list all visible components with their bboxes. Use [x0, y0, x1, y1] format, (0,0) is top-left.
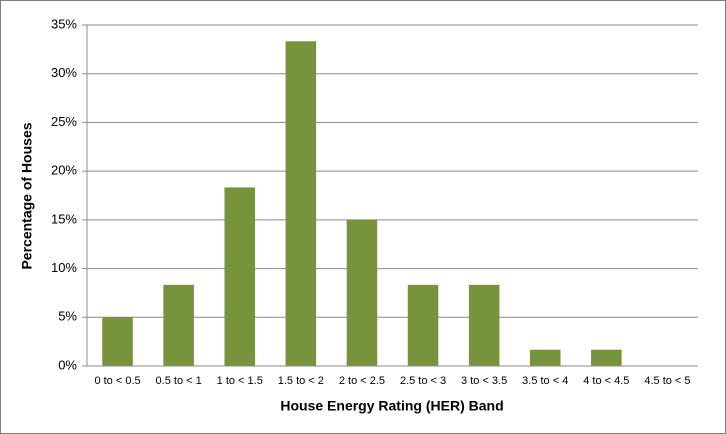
y-tick-label: 35%: [51, 16, 77, 31]
y-tick-label: 5%: [58, 309, 77, 324]
bar: [285, 41, 317, 367]
x-tick-label: 0 to < 0.5: [94, 375, 140, 387]
bar: [529, 349, 561, 366]
bar: [591, 349, 622, 366]
y-tick-label: 20%: [51, 163, 77, 178]
x-tick-label: 4 to < 4.5: [583, 375, 629, 387]
x-axis-title: House Energy Rating (HER) Band: [280, 398, 503, 414]
x-tick-label: 4.5 to < 5: [644, 375, 690, 387]
y-tick-label: 10%: [51, 260, 77, 275]
x-tick-label: 0.5 to < 1: [156, 375, 202, 387]
bar: [224, 187, 256, 366]
x-tick-label: 2 to < 2.5: [339, 375, 385, 387]
x-tick-label: 3 to < 3.5: [461, 375, 507, 387]
bar: [346, 219, 378, 366]
bar: [407, 284, 439, 366]
bar: [102, 317, 133, 366]
x-tick-label: 1.5 to < 2: [278, 375, 324, 387]
bar: [163, 284, 194, 366]
y-tick-label: 0%: [58, 357, 77, 372]
x-tick-label: 3.5 to < 4: [522, 375, 568, 387]
y-tick-label: 30%: [51, 65, 77, 80]
y-axis-title: Percentage of Houses: [19, 122, 35, 269]
x-tick-label: 2.5 to < 3: [400, 375, 446, 387]
x-tick-label: 1 to < 1.5: [217, 375, 263, 387]
y-tick-label: 15%: [51, 211, 77, 226]
y-tick-label: 25%: [51, 114, 77, 129]
bar: [468, 284, 500, 366]
